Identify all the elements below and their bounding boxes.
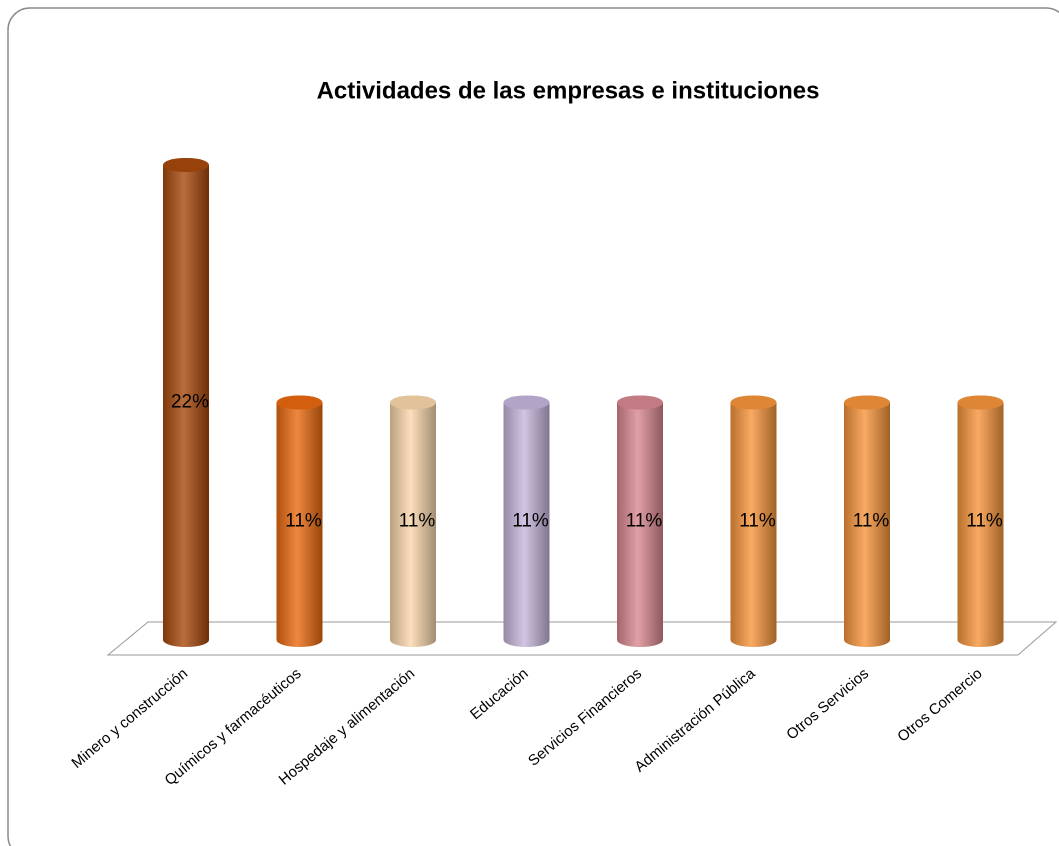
bar-top xyxy=(844,395,890,410)
data-label: 11% xyxy=(626,510,663,531)
bar-top xyxy=(957,395,1004,410)
data-label: 11% xyxy=(853,510,890,531)
bar-top xyxy=(503,395,550,410)
data-label: 11% xyxy=(739,510,776,531)
bar xyxy=(163,158,209,647)
bar xyxy=(730,395,777,647)
bar xyxy=(390,395,436,647)
bar-top xyxy=(730,395,777,410)
bar-top xyxy=(163,158,209,172)
bar-top xyxy=(276,395,323,410)
chart-title: Actividades de las empresas e institucio… xyxy=(317,77,820,104)
bar xyxy=(617,395,663,647)
data-label: 22% xyxy=(171,392,209,413)
floor xyxy=(106,621,1058,656)
bar xyxy=(957,395,1004,647)
bar xyxy=(503,395,550,647)
data-label: 11% xyxy=(966,510,1003,531)
data-label: 11% xyxy=(285,510,322,531)
bar xyxy=(276,395,323,647)
bar xyxy=(844,395,890,647)
data-label: 11% xyxy=(399,510,436,531)
data-label: 11% xyxy=(512,510,549,531)
bar-top xyxy=(617,395,663,410)
bar-top xyxy=(390,395,436,410)
